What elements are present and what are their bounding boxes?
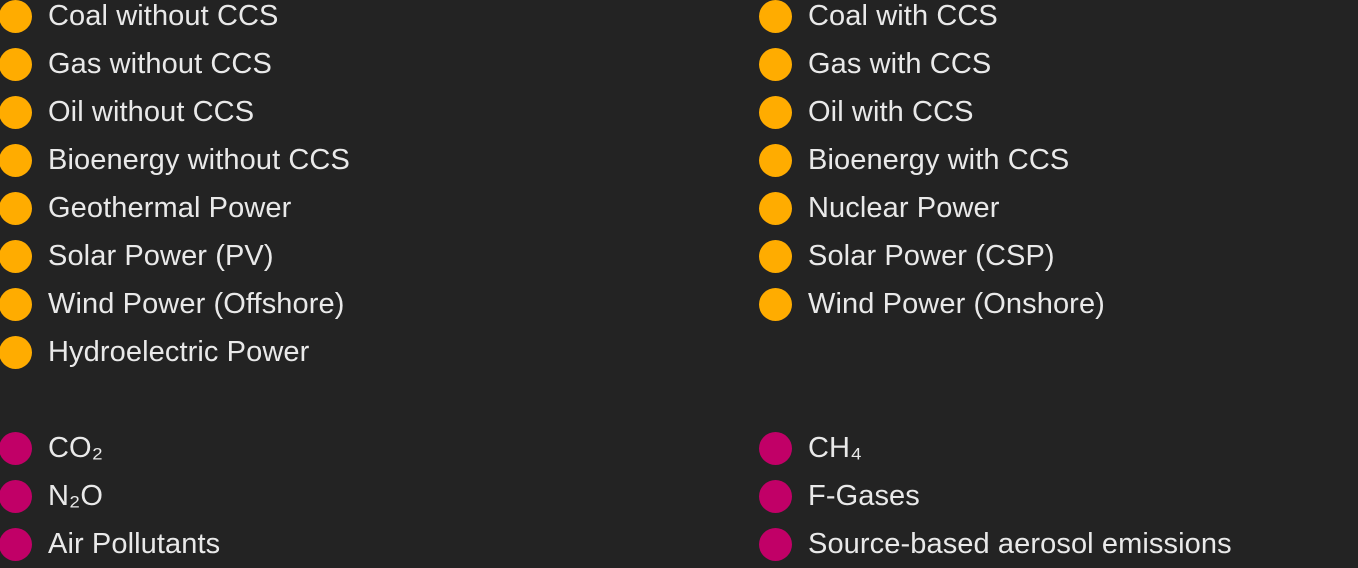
legend-item-f-gases[interactable]: F-Gases (759, 472, 1358, 520)
legend-dot-icon (0, 479, 32, 513)
legend-item-label: Oil with CCS (808, 96, 974, 128)
legend-dot-icon (0, 239, 32, 273)
emissions-legend: CO₂ N₂O Air Pollutants CH₄ F-Gases Sourc… (0, 424, 1358, 568)
legend-item-label: F-Gases (808, 480, 920, 512)
legend-dot-icon (759, 191, 792, 225)
legend-item-label: Air Pollutants (48, 528, 221, 560)
legend-dot-icon (759, 0, 792, 33)
legend-item-n2o[interactable]: N₂O (0, 472, 760, 520)
legend-item-gas-with-ccs[interactable]: Gas with CCS (759, 40, 1358, 88)
legend-item-label: Gas without CCS (48, 48, 272, 80)
legend-item-solar-power-csp[interactable]: Solar Power (CSP) (759, 232, 1358, 280)
legend-item-co2[interactable]: CO₂ (0, 424, 760, 472)
legend-dot-icon (0, 191, 32, 225)
legend-item-label: Wind Power (Onshore) (808, 288, 1105, 320)
legend-item-bioenergy-without-ccs[interactable]: Bioenergy without CCS (0, 136, 760, 184)
legend-item-air-pollutants[interactable]: Air Pollutants (0, 520, 760, 568)
legend-item-label: Hydroelectric Power (48, 336, 310, 368)
legend-item-label: Solar Power (PV) (48, 240, 274, 272)
legend-item-label: Nuclear Power (808, 192, 1000, 224)
legend-dot-icon (0, 431, 32, 465)
legend-item-gas-without-ccs[interactable]: Gas without CCS (0, 40, 760, 88)
legend-item-label: Geothermal Power (48, 192, 292, 224)
legend-item-label: Bioenergy with CCS (808, 144, 1070, 176)
legend-item-label: N₂O (48, 480, 104, 512)
legend-item-bioenergy-with-ccs[interactable]: Bioenergy with CCS (759, 136, 1358, 184)
legend-dot-icon (759, 479, 792, 513)
legend-item-label: Solar Power (CSP) (808, 240, 1055, 272)
legend-item-label: Oil without CCS (48, 96, 255, 128)
legend-item-coal-without-ccs[interactable]: Coal without CCS (0, 0, 760, 40)
legend-item-nuclear-power[interactable]: Nuclear Power (759, 184, 1358, 232)
energy-legend-left-column: Coal without CCS Gas without CCS Oil wit… (0, 0, 760, 376)
legend-dot-icon (759, 527, 792, 561)
legend-item-wind-power-offshore[interactable]: Wind Power (Offshore) (0, 280, 760, 328)
legend-dot-icon (759, 239, 792, 273)
legend-dot-icon (759, 287, 792, 321)
legend-dot-icon (0, 527, 32, 561)
legend-dot-icon (0, 47, 32, 81)
legend-item-label: Source-based aerosol emissions (808, 528, 1232, 560)
energy-legend: Coal without CCS Gas without CCS Oil wit… (0, 0, 1358, 376)
legend-item-solar-power-pv[interactable]: Solar Power (PV) (0, 232, 760, 280)
legend-dot-icon (0, 335, 32, 369)
emissions-legend-left-column: CO₂ N₂O Air Pollutants (0, 424, 760, 568)
legend-item-ch4[interactable]: CH₄ (759, 424, 1358, 472)
legend-dot-icon (0, 95, 32, 129)
energy-legend-right-column: Coal with CCS Gas with CCS Oil with CCS … (759, 0, 1358, 376)
legend-item-coal-with-ccs[interactable]: Coal with CCS (759, 0, 1358, 40)
legend-dot-icon (0, 287, 32, 321)
legend-item-wind-power-onshore[interactable]: Wind Power (Onshore) (759, 280, 1358, 328)
legend-item-oil-with-ccs[interactable]: Oil with CCS (759, 88, 1358, 136)
legend-item-label: Coal with CCS (808, 0, 998, 32)
legend-item-geothermal-power[interactable]: Geothermal Power (0, 184, 760, 232)
legend-item-label: Wind Power (Offshore) (48, 288, 345, 320)
legend-dot-icon (759, 143, 792, 177)
legend-dot-icon (0, 143, 32, 177)
legend-item-label: CO₂ (48, 432, 104, 464)
legend-item-label: Coal without CCS (48, 0, 279, 32)
legend-item-source-based-aerosol-emissions[interactable]: Source-based aerosol emissions (759, 520, 1358, 568)
legend-item-label: Bioenergy without CCS (48, 144, 350, 176)
legend-item-hydroelectric-power[interactable]: Hydroelectric Power (0, 328, 760, 376)
legend-dot-icon (759, 95, 792, 129)
legend-dot-icon (0, 0, 32, 33)
legend-item-oil-without-ccs[interactable]: Oil without CCS (0, 88, 760, 136)
legend-item-label: CH₄ (808, 432, 863, 464)
legend-dot-icon (759, 47, 792, 81)
emissions-legend-right-column: CH₄ F-Gases Source-based aerosol emissio… (759, 424, 1358, 568)
legend-item-label: Gas with CCS (808, 48, 992, 80)
legend-dot-icon (759, 431, 792, 465)
